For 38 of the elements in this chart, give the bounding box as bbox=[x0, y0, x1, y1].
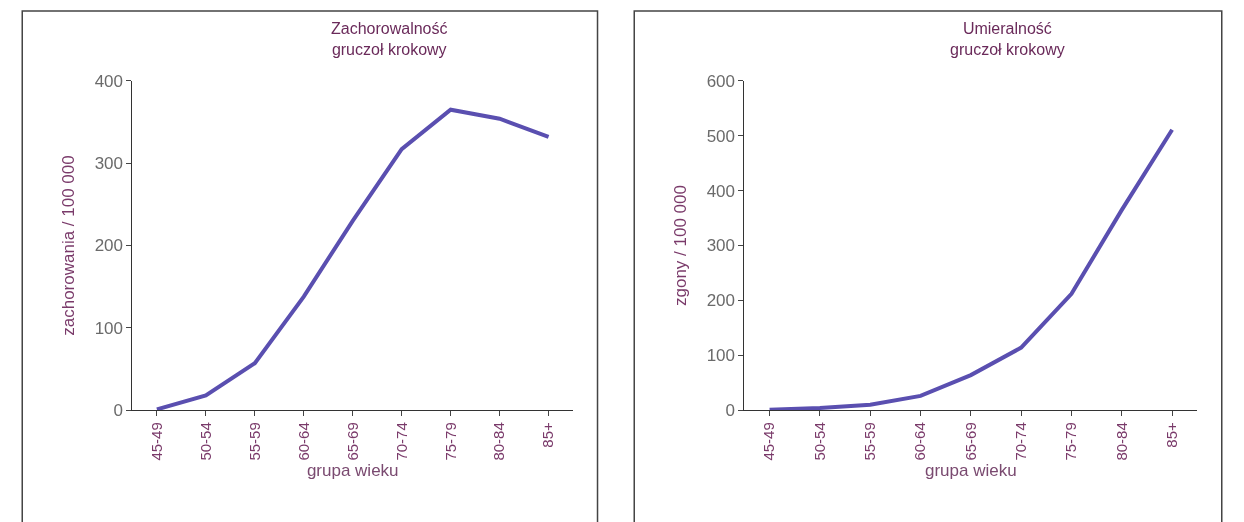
x-tick-label: 65-69 bbox=[961, 422, 979, 461]
x-tick-label: 60-64 bbox=[294, 422, 312, 461]
x-tick-label: 65-69 bbox=[343, 422, 361, 461]
x-tick-label: 75-79 bbox=[1062, 422, 1080, 461]
y-tick-label: 0 bbox=[113, 401, 123, 421]
x-tick-label: 70-74 bbox=[392, 422, 410, 461]
x-tick-label: 80-84 bbox=[490, 422, 508, 461]
x-tick-label: 60-64 bbox=[911, 422, 929, 461]
x-tick-label: 85+ bbox=[539, 421, 557, 448]
x-tick-label: 45-49 bbox=[760, 422, 778, 461]
y-axis-title: zachorowania / 100 000 bbox=[59, 155, 79, 336]
line-series bbox=[154, 107, 551, 411]
x-tick-label: 80-84 bbox=[1112, 422, 1130, 461]
x-axis-title: grupa wieku bbox=[306, 460, 399, 480]
y-tick-label: 500 bbox=[706, 126, 735, 146]
x-axis-title: grupa wieku bbox=[925, 460, 1017, 480]
chart-title: Umieralność gruczoł krokowy bbox=[950, 20, 1065, 58]
line-series bbox=[767, 127, 1175, 411]
x-tick-label: 70-74 bbox=[1012, 422, 1030, 461]
y-tick-label: 400 bbox=[706, 181, 735, 201]
x-tick-label: 50-54 bbox=[196, 422, 214, 461]
y-tick-label: 100 bbox=[94, 318, 123, 338]
chart-title: Zachorowalność gruczoł krokowy bbox=[331, 20, 448, 58]
x-tick-label: 55-59 bbox=[861, 422, 879, 461]
y-tick-label: 300 bbox=[94, 154, 123, 174]
y-tick-label: 200 bbox=[94, 236, 123, 256]
y-tick-label: 200 bbox=[706, 291, 735, 311]
y-axis-title: zgony / 100 000 bbox=[671, 185, 691, 307]
y-tick-label: 300 bbox=[706, 236, 735, 256]
x-tick-label: 50-54 bbox=[810, 422, 828, 461]
x-tick-label: 85+ bbox=[1162, 421, 1180, 448]
y-tick-label: 600 bbox=[706, 71, 735, 91]
y-tick-label: 0 bbox=[725, 401, 735, 421]
x-tick-label: 75-79 bbox=[441, 422, 459, 461]
x-tick-label: 55-59 bbox=[245, 422, 263, 461]
x-tick-label: 45-49 bbox=[147, 422, 165, 461]
y-tick-label: 100 bbox=[706, 346, 735, 366]
y-tick-label: 400 bbox=[94, 71, 123, 91]
